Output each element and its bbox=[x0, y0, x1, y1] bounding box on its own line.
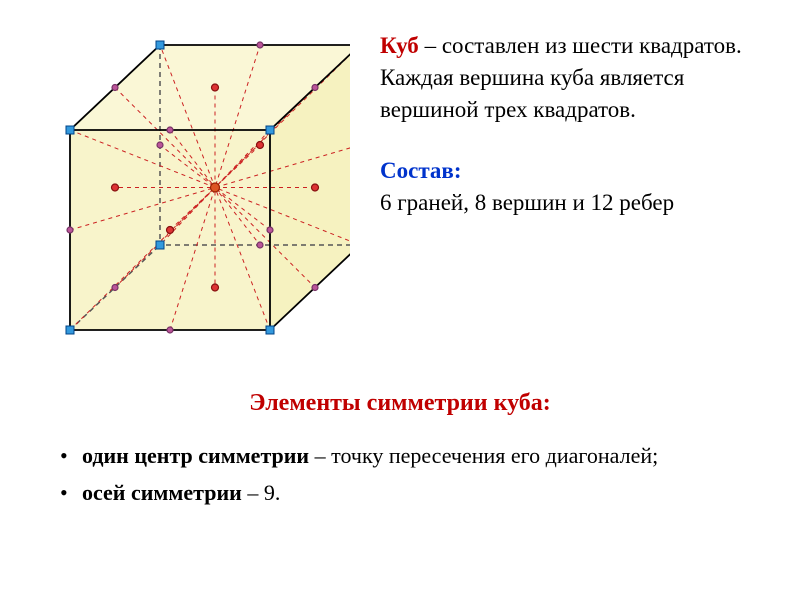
cube-svg bbox=[40, 20, 350, 350]
symmetry-list: один центр симметрии – точку пересечения… bbox=[40, 439, 760, 509]
text-section: Куб – составлен из шести квадратов. Кажд… bbox=[380, 20, 760, 219]
bullet1-rest: – точку пересечения его диагоналей; bbox=[309, 443, 658, 468]
symmetry-item-1: один центр симметрии – точку пересечения… bbox=[60, 439, 760, 472]
bullet2-rest: – 9. bbox=[242, 480, 281, 505]
composition-text: 6 граней, 8 вершин и 12 ребер bbox=[380, 190, 674, 215]
cube-title-word: Куб bbox=[380, 33, 419, 58]
bullet2-bold: осей симметрии bbox=[82, 480, 242, 505]
symmetry-item-2: осей симметрии – 9. bbox=[60, 476, 760, 509]
definition-text-1: – составлен из шести квадратов. bbox=[419, 33, 742, 58]
cube-diagram bbox=[40, 20, 350, 355]
symmetry-heading: Элементы симметрии куба: bbox=[40, 390, 760, 417]
definition-paragraph: Куб – составлен из шести квадратов. Кажд… bbox=[380, 30, 760, 127]
composition-paragraph: Состав: 6 граней, 8 вершин и 12 ребер bbox=[380, 155, 760, 219]
definition-text-2: Каждая вершина куба является вершиной тр… bbox=[380, 65, 684, 122]
composition-label: Состав: bbox=[380, 158, 461, 183]
bullet1-bold: один центр симметрии bbox=[82, 443, 309, 468]
top-section: Куб – составлен из шести квадратов. Кажд… bbox=[40, 20, 760, 355]
